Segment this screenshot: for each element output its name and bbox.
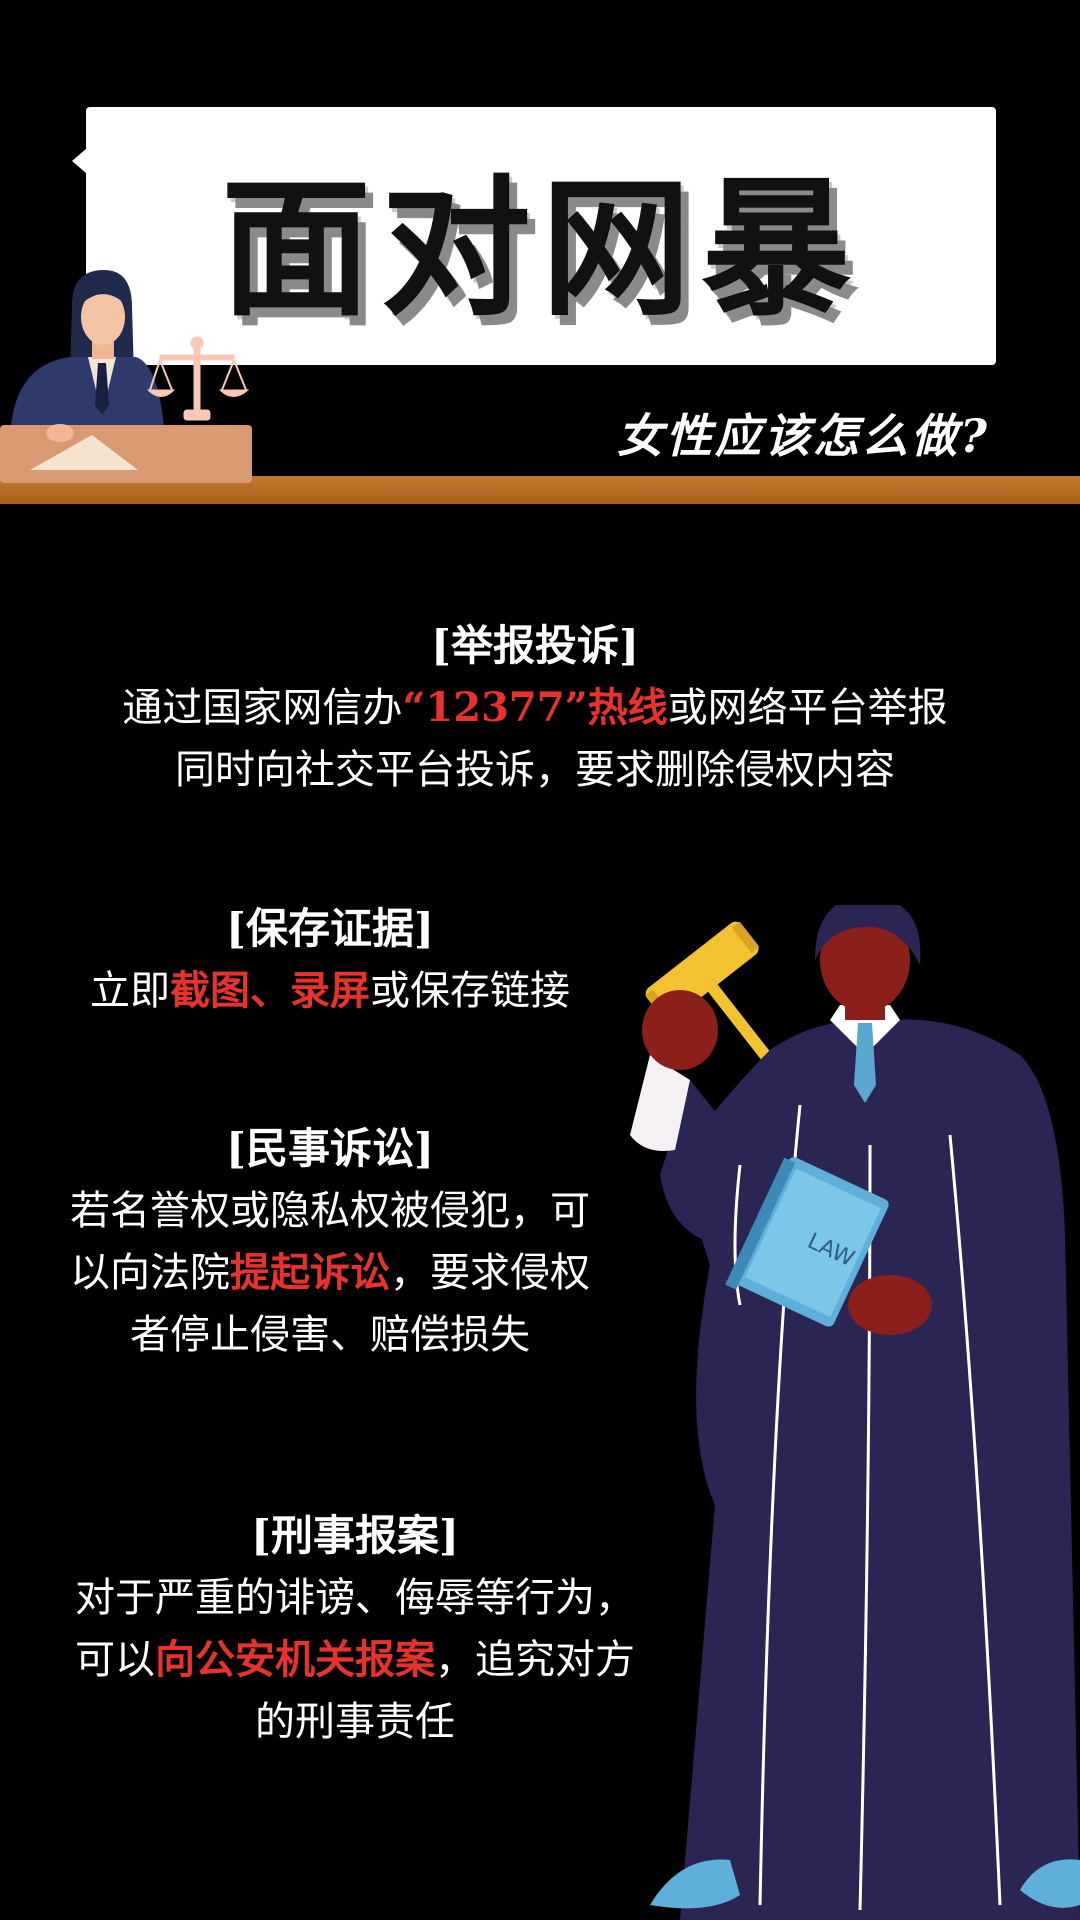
section-civil-lawsuit: [民事诉讼] 若名誉权或隐私权被侵犯，可 以向法院提起诉讼，要求侵权 者停止侵害、赔… bbox=[40, 1118, 620, 1366]
page-subtitle: 女性应该怎么做? bbox=[617, 409, 990, 463]
title-banner: 面对网暴 bbox=[72, 107, 996, 365]
section-evidence: [保存证据] 立即截图、录屏或保存链接 bbox=[60, 898, 600, 1022]
section-body: 立即截图、录屏或保存链接 bbox=[60, 960, 600, 1022]
highlight-text: 提起诉讼 bbox=[230, 1249, 390, 1296]
body-line: 同时向社交平台投诉，要求删除侵权内容 bbox=[60, 739, 1010, 801]
section-heading: [民事诉讼] bbox=[226, 1124, 434, 1173]
body-text: 者停止侵害、赔偿损失 bbox=[130, 1312, 530, 1358]
section-body: 对于严重的诽谤、侮辱等行为， 可以向公安机关报案，追究对方的刑事责任 bbox=[40, 1567, 670, 1753]
body-text: 以向法院 bbox=[70, 1250, 230, 1296]
body-line: 可以向公安机关报案，追究对方 bbox=[40, 1629, 670, 1691]
highlight-text: 向公安机关报案 bbox=[155, 1636, 435, 1683]
body-text: 立即 bbox=[90, 968, 170, 1014]
body-text: 或保存链接 bbox=[370, 968, 570, 1014]
section-heading: [刑事报案] bbox=[251, 1511, 459, 1560]
body-line: 者停止侵害、赔偿损失 bbox=[40, 1304, 620, 1366]
body-line: 对于严重的诽谤、侮辱等行为， bbox=[40, 1567, 670, 1629]
highlight-text: 截图、录屏 bbox=[170, 967, 370, 1014]
body-text: ，要求侵权 bbox=[390, 1250, 590, 1296]
body-line: 的刑事责任 bbox=[40, 1691, 670, 1753]
judge-with-gavel-illustration: LAW bbox=[630, 905, 1080, 1920]
body-text: 对于严重的诽谤、侮辱等行为， bbox=[75, 1575, 635, 1621]
law-book-icon: LAW bbox=[725, 1157, 889, 1327]
lawyer-at-desk-illustration bbox=[0, 270, 252, 483]
body-text: 可以 bbox=[75, 1637, 155, 1683]
section-body: 通过国家网信办“12377”热线或网络平台举报同时向社交平台投诉，要求删除侵权内… bbox=[60, 677, 1010, 801]
body-text: 若名誉权或隐私权被侵犯，可 bbox=[70, 1188, 590, 1234]
section-heading: [保存证据] bbox=[226, 904, 434, 953]
body-text: 同时向社交平台投诉，要求删除侵权内容 bbox=[175, 747, 895, 793]
body-line: 以向法院提起诉讼，要求侵权 bbox=[40, 1242, 620, 1304]
highlight-text: “12377”热线 bbox=[402, 684, 668, 731]
body-line: 通过国家网信办“12377”热线或网络平台举报 bbox=[60, 677, 1010, 739]
body-text: 或网络平台举报 bbox=[667, 685, 948, 731]
section-criminal-report: [刑事报案] 对于严重的诽谤、侮辱等行为， 可以向公安机关报案，追究对方的刑事责任 bbox=[40, 1505, 670, 1753]
body-line: 立即截图、录屏或保存链接 bbox=[60, 960, 600, 1022]
section-heading: [举报投诉] bbox=[431, 621, 639, 670]
section-body: 若名誉权或隐私权被侵犯，可 以向法院提起诉讼，要求侵权 者停止侵害、赔偿损失 bbox=[40, 1180, 620, 1366]
body-line: 若名誉权或隐私权被侵犯，可 bbox=[40, 1180, 620, 1242]
body-text: ，追究对方 bbox=[435, 1637, 635, 1683]
section-report: [举报投诉] 通过国家网信办“12377”热线或网络平台举报同时向社交平台投诉，… bbox=[60, 615, 1010, 801]
body-text: 的刑事责任 bbox=[255, 1699, 455, 1745]
body-text: 通过国家网信办 bbox=[122, 685, 403, 731]
page-title: 面对网暴 bbox=[220, 160, 861, 337]
